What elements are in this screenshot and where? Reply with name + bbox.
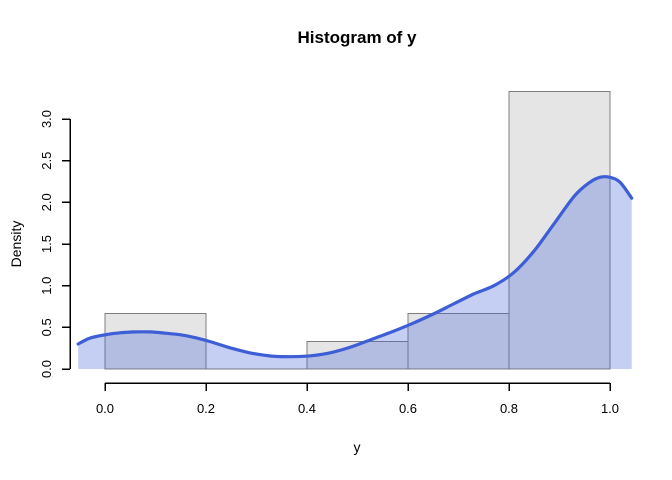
x-tick-label: 0.2 xyxy=(197,401,215,416)
x-axis: 0.0 0.2 0.4 0.6 0.8 1.0 xyxy=(96,382,619,416)
density-fill-area xyxy=(78,176,632,369)
chart-title: Histogram of y xyxy=(297,28,417,47)
x-axis-label: y xyxy=(354,439,361,455)
histogram-bar xyxy=(508,90,611,370)
x-tick-label: 0.6 xyxy=(399,401,417,416)
density-curve xyxy=(76,175,634,359)
histogram-bars xyxy=(104,90,611,370)
histogram-bar xyxy=(104,312,207,370)
y-tick-label: 1.5 xyxy=(39,235,54,253)
x-tick-label: 0.0 xyxy=(96,401,114,416)
y-tick-label: 0.0 xyxy=(39,360,54,378)
y-tick-label: 3.0 xyxy=(39,110,54,128)
x-tick-label: 0.8 xyxy=(500,401,518,416)
density-area-group xyxy=(76,175,634,369)
y-tick-label: 1.0 xyxy=(39,277,54,295)
y-tick-label: 0.5 xyxy=(39,318,54,336)
x-tick-label: 1.0 xyxy=(601,401,619,416)
histogram-bar xyxy=(407,312,510,370)
y-axis: 0.0 0.5 1.0 1.5 2.0 2.5 3.0 xyxy=(39,110,71,378)
y-tick-label: 2.5 xyxy=(39,152,54,170)
y-tick-label: 2.0 xyxy=(39,193,54,211)
x-tick-label: 0.4 xyxy=(298,401,316,416)
y-axis-label: Density xyxy=(8,221,24,268)
